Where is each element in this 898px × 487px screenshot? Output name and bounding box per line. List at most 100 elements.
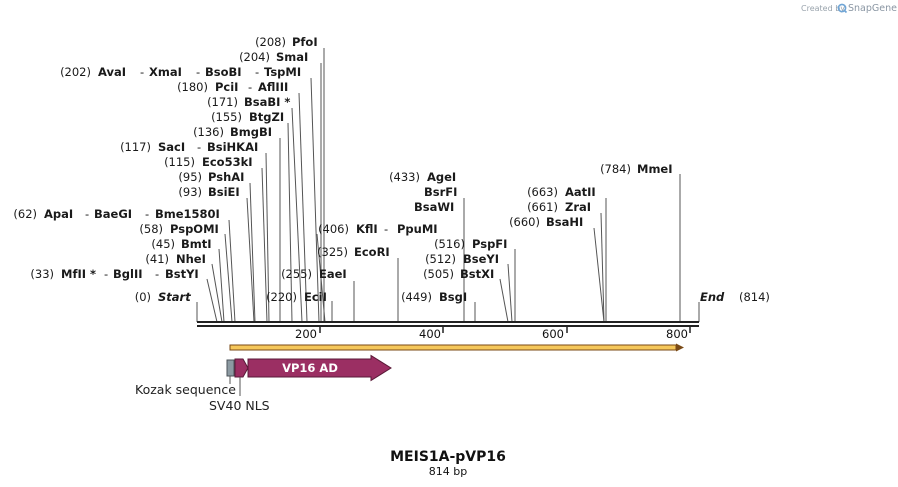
enzyme-name: PspFI	[472, 237, 507, 251]
site-label-pfoi[interactable]: (208) PfoI	[255, 35, 318, 49]
site-label-apai[interactable]: (62) ApaI - BaeGI - Bme1580I	[13, 207, 219, 221]
enzyme-name: PpuMI	[397, 222, 438, 236]
site-pos: (33)	[30, 267, 54, 281]
site-line-eco53ki	[261, 167, 268, 323]
enzyme-sep: -	[196, 65, 200, 79]
site-line-nhei	[211, 263, 223, 323]
site-line-pspomi	[224, 233, 233, 323]
enzyme-name: KflI	[356, 222, 378, 236]
site-label-saci[interactable]: (117) SacI - BsiHKAI	[120, 140, 258, 154]
site-label-btgzi[interactable]: (155) BtgZI	[211, 110, 284, 124]
site-label-mmei[interactable]: (784) MmeI	[600, 162, 672, 176]
site-label-pspfi[interactable]: (516) PspFI	[434, 237, 507, 251]
dna-backbone	[197, 321, 699, 327]
enzyme-name: BsoBI	[205, 65, 242, 79]
enzyme-name: BstXI	[460, 267, 494, 281]
enzyme-name: ZraI	[565, 200, 591, 214]
site-label-ecii[interactable]: (220) EciI	[266, 290, 327, 304]
site-label-agei[interactable]: (433) AgeI	[389, 170, 456, 184]
site-label-bsawi[interactable]: BsaWI	[414, 200, 454, 214]
enzyme-sep: -	[140, 65, 144, 79]
ruler-label: 200	[295, 327, 317, 341]
start-name: Start	[158, 290, 191, 304]
site-line-saci	[265, 152, 270, 323]
site-pos: (406)	[318, 222, 349, 236]
enzyme-name: BsaBI *	[244, 95, 290, 109]
enzyme-name: AflIII	[258, 80, 288, 94]
enzyme-name: BmgBI	[230, 125, 272, 139]
site-pos: (449)	[401, 290, 432, 304]
enzyme-sep: -	[248, 80, 252, 94]
site-line-kfli	[316, 233, 326, 323]
enzyme-name: EciI	[304, 290, 327, 304]
enzyme-name: BsrFI	[424, 185, 457, 199]
ruler-label: 800	[666, 327, 688, 341]
enzyme-name: PshAI	[208, 170, 244, 184]
enzyme-name: NheI	[176, 252, 206, 266]
enzyme-name: PspOMI	[170, 222, 219, 236]
site-label-bsiei[interactable]: (93) BsiEI	[178, 185, 239, 199]
site-pos: (204)	[239, 50, 270, 64]
site-pos: (62)	[13, 207, 37, 221]
site-label-bsgi[interactable]: (449) BsgI	[401, 290, 467, 304]
site-label-bmgbi[interactable]: (136) BmgBI	[193, 125, 272, 139]
site-label-eaei[interactable]: (255) EaeI	[281, 267, 347, 281]
site-label-mfii[interactable]: (33) MfII * - BglII - BstYI	[30, 267, 198, 281]
site-label-pcii[interactable]: (180) PciI - AflIII	[177, 80, 288, 94]
site-label-eco53ki[interactable]: (115) Eco53kI	[164, 155, 252, 169]
enzyme-name: AvaI	[98, 65, 126, 79]
site-label-smai[interactable]: (204) SmaI	[239, 50, 308, 64]
site-label-bseyi[interactable]: (512) BseYI	[425, 252, 499, 266]
end-pos: (814)	[739, 290, 770, 304]
site-label-pspomi[interactable]: (58) PspOMI	[139, 222, 218, 236]
enzyme-name: AgeI	[427, 170, 456, 184]
site-label-nhei[interactable]: (41) NheI	[145, 252, 206, 266]
site-line-bseyi	[507, 263, 513, 323]
site-label-bsabi[interactable]: (171) BsaBI *	[207, 95, 290, 109]
enzyme-name: MmeI	[637, 162, 673, 176]
site-pos: (325)	[317, 245, 348, 259]
feature-kozak-label: Kozak sequence	[135, 382, 236, 397]
enzyme-name: BsaWI	[414, 200, 454, 214]
site-label-zrai[interactable]: (661) ZraI	[527, 200, 591, 214]
feature-kozak[interactable]	[226, 359, 235, 377]
site-pos: (202)	[60, 65, 91, 79]
orf-arrow[interactable]	[229, 343, 684, 352]
site-label-bmti[interactable]: (45) BmtI	[151, 237, 211, 251]
enzyme-name: BstYI	[165, 267, 199, 281]
site-pos: (663)	[527, 185, 558, 199]
site-line-btgzi	[287, 122, 293, 323]
feature-vp16-ad[interactable]: VP16 AD	[247, 354, 392, 382]
site-label-kfli[interactable]: (406) KflI - PpuMI	[318, 222, 438, 236]
site-line-pcii	[298, 92, 308, 323]
enzyme-name: BaeGI	[94, 207, 132, 221]
enzyme-name: ApaI	[44, 207, 73, 221]
site-pos: (155)	[211, 110, 242, 124]
enzyme-name: BsaHI	[546, 215, 583, 229]
feature-vp16-label: VP16 AD	[282, 361, 338, 375]
site-line-apai	[228, 219, 236, 323]
map-title: MEIS1A-pVP16	[390, 449, 506, 465]
site-pos: (41)	[145, 252, 169, 266]
site-label-bsahi[interactable]: (660) BsaHI	[509, 215, 583, 229]
enzyme-name: Eco53kI	[202, 155, 253, 169]
enzyme-sep: -	[255, 65, 259, 79]
enzyme-name: BmtI	[181, 237, 212, 251]
site-pos: (784)	[600, 162, 631, 176]
enzyme-sep: -	[155, 267, 159, 281]
feature-sv40-nls[interactable]	[234, 358, 249, 378]
site-label-aatii[interactable]: (663) AatII	[527, 185, 596, 199]
site-line-bsabi	[291, 107, 303, 323]
enzyme-sep: -	[104, 267, 108, 281]
site-label-avai[interactable]: (202) AvaI - XmaI - BsoBI - TspMI	[60, 65, 301, 79]
enzyme-name: TspMI	[264, 65, 301, 79]
ruler: 200 400 600 800	[295, 326, 691, 341]
site-label-bsrfi[interactable]: BsrFI	[424, 185, 457, 199]
enzyme-name: SacI	[158, 140, 185, 154]
enzyme-name: BtgZI	[249, 110, 284, 124]
site-label-pshai[interactable]: (95) PshAI	[178, 170, 244, 184]
site-label-ecori[interactable]: (325) EcoRI	[317, 245, 390, 259]
site-label-start: (0) Start	[135, 290, 192, 304]
site-label-bstxi[interactable]: (505) BstXI	[423, 267, 494, 281]
site-pos: (433)	[389, 170, 420, 184]
